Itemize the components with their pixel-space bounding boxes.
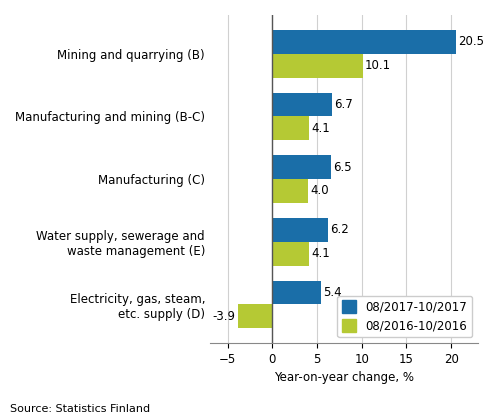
Text: Source: Statistics Finland: Source: Statistics Finland [10,404,150,414]
Bar [273,93,332,116]
X-axis label: Year-on-year change, %: Year-on-year change, % [274,371,414,384]
Text: 4.0: 4.0 [311,184,329,198]
Bar [238,305,273,328]
Text: 6.5: 6.5 [333,161,352,173]
Bar [273,155,330,179]
Text: 5.4: 5.4 [323,286,342,299]
Bar [273,179,308,203]
Bar [273,218,328,242]
Text: 20.5: 20.5 [458,35,484,48]
Text: 4.1: 4.1 [311,247,330,260]
Text: 10.1: 10.1 [365,59,391,72]
Bar [273,54,363,77]
Text: 4.1: 4.1 [311,122,330,135]
Bar [273,242,309,265]
Bar [273,280,320,305]
Legend: 08/2017-10/2017, 08/2016-10/2016: 08/2017-10/2017, 08/2016-10/2016 [337,296,472,337]
Bar [273,30,456,54]
Text: 6.7: 6.7 [335,98,353,111]
Bar [273,116,309,140]
Text: -3.9: -3.9 [212,310,235,323]
Text: 6.2: 6.2 [330,223,349,236]
